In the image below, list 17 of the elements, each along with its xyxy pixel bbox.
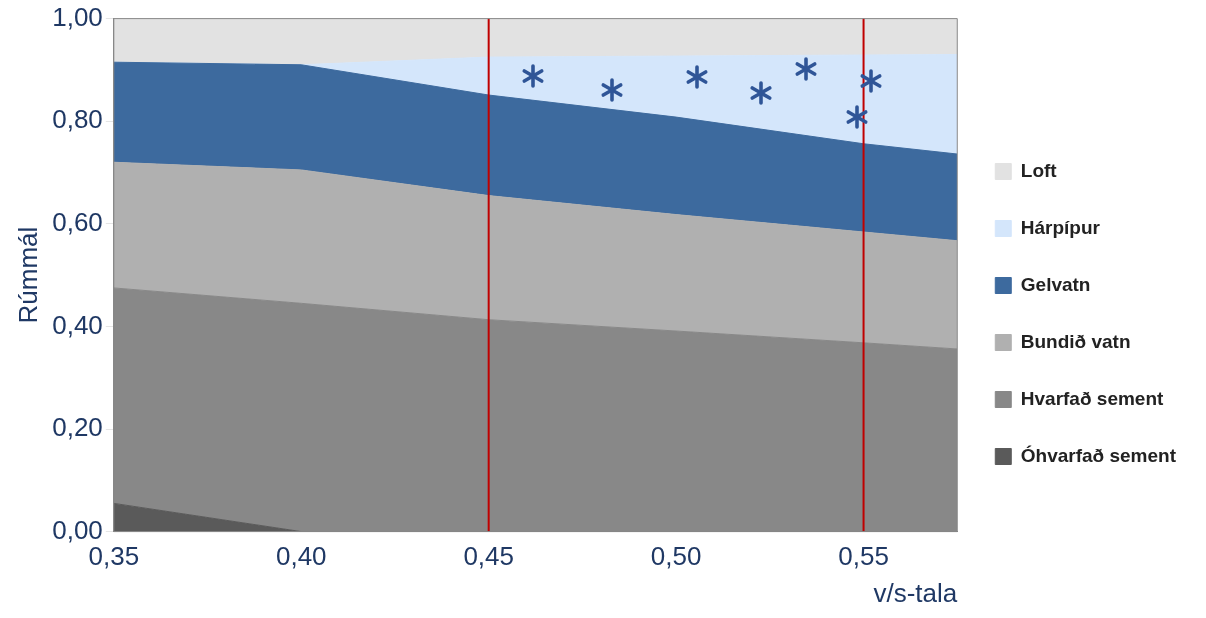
legend-label: Bundið vatn bbox=[1020, 330, 1131, 352]
legend-label: Hárpípur bbox=[1020, 216, 1101, 238]
x-tick-label: 0,45 bbox=[463, 541, 514, 572]
legend-label: Hvarfað sement bbox=[1020, 387, 1165, 409]
x-tick-label: 0,40 bbox=[275, 541, 327, 572]
x-axis-title: v/s-tala bbox=[873, 577, 958, 608]
y-tick-label: 0,80 bbox=[52, 104, 103, 135]
legend-label: Loft bbox=[1020, 159, 1058, 181]
legend-label: Óhvarfað sement bbox=[1020, 444, 1177, 466]
y-tick-label: 0,20 bbox=[52, 412, 103, 443]
x-tick-label: 0,55 bbox=[838, 541, 889, 572]
y-tick-label: 1,00 bbox=[52, 1, 103, 32]
y-axis-title: Rúmmál bbox=[12, 226, 43, 324]
legend-label: Gelvatn bbox=[1020, 273, 1091, 295]
y-tick-label: 0,40 bbox=[52, 309, 103, 340]
y-tick-label: 0,60 bbox=[52, 206, 103, 237]
x-tick-label: 0,50 bbox=[650, 541, 702, 572]
